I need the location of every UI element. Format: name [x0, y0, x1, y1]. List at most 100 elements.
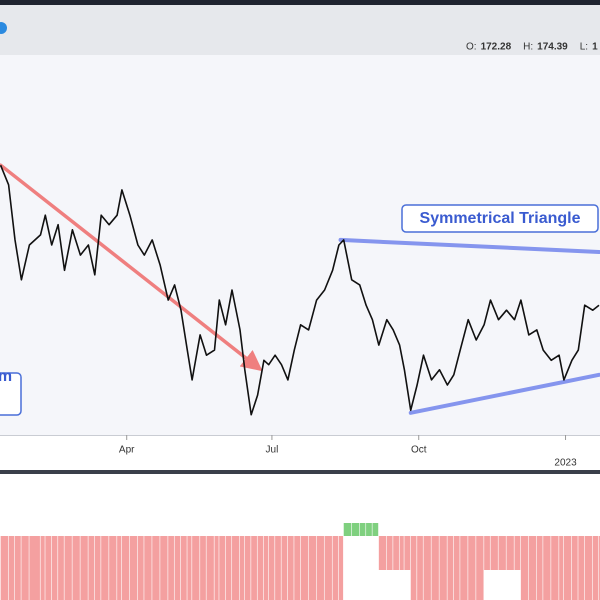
histogram-bar [366, 523, 372, 536]
histogram-bar [101, 536, 109, 600]
histogram-bar [378, 536, 387, 570]
ohlc-label: H: [523, 42, 533, 53]
histogram-bar [168, 536, 174, 600]
histogram-bar [0, 536, 9, 600]
histogram-bar [372, 523, 379, 536]
histogram-bar [584, 536, 593, 600]
histogram-bar [393, 536, 399, 570]
histogram-bar [45, 536, 52, 600]
annotation-text: Symmetrical Triangle [420, 210, 581, 227]
x-tick-label: 2023 [554, 458, 577, 469]
histogram-bar [109, 536, 117, 600]
histogram-bar [563, 536, 572, 600]
histogram-bar [15, 536, 21, 600]
histogram-bar [219, 536, 226, 600]
histogram-bar [332, 536, 339, 600]
trendline [408, 372, 600, 415]
annotation-box [0, 372, 22, 416]
histogram-bar [51, 536, 58, 600]
trendline [338, 237, 600, 254]
histogram-bar [324, 536, 332, 600]
plot-area [0, 55, 600, 435]
histogram-bar [232, 536, 240, 600]
histogram-bar [257, 536, 264, 600]
histogram-bar [251, 536, 257, 600]
histogram-bar [423, 536, 431, 600]
histogram-bar [144, 536, 152, 600]
separator [0, 470, 600, 474]
histogram-bar [263, 536, 269, 600]
histogram-bar [40, 536, 45, 600]
histogram-bar [275, 536, 281, 600]
histogram-bar [351, 523, 360, 536]
histogram-bar [225, 536, 232, 600]
ohlc-label: L: [580, 42, 588, 53]
histogram-bar [137, 536, 144, 600]
histogram-bar [498, 536, 506, 570]
histogram-bar [29, 536, 40, 600]
histogram-bar [174, 536, 181, 600]
histogram-bar [244, 536, 251, 600]
histogram-bar [431, 536, 439, 600]
histogram-bar [121, 536, 130, 600]
histogram-bar [316, 536, 324, 600]
histogram-bar [294, 536, 301, 600]
histogram-bar [399, 536, 404, 570]
histogram-bar [72, 536, 80, 600]
histogram-bar [152, 536, 160, 600]
histogram-bar [468, 536, 476, 600]
histogram-bar [592, 536, 599, 600]
histogram-bar [88, 536, 95, 600]
histogram-bar [160, 536, 168, 600]
histogram-bar [117, 536, 122, 600]
histogram-bar [571, 536, 578, 600]
histogram-bar [129, 536, 138, 600]
histogram-bar [439, 536, 447, 600]
histogram-bar [476, 536, 484, 600]
histogram-bar [551, 536, 559, 600]
histogram-bar [528, 536, 537, 600]
histogram-bar [287, 536, 294, 600]
histogram-bar [268, 536, 275, 600]
header [0, 5, 600, 55]
histogram-bar [559, 536, 564, 600]
histogram-bar [187, 536, 192, 600]
histogram-bar [514, 536, 521, 570]
histogram-bar [460, 536, 468, 600]
histogram-bar [417, 536, 423, 600]
histogram-bar [200, 536, 206, 600]
icon[interactable] [0, 22, 7, 34]
ohlc-value: 1 [592, 42, 598, 53]
histogram-bar [536, 536, 543, 600]
histogram-bar [21, 536, 29, 600]
x-tick-label: Apr [119, 445, 135, 456]
histogram-bar [410, 536, 417, 600]
annotation-text: m [0, 368, 12, 385]
annotation-box [401, 204, 599, 233]
histogram-bar [300, 536, 309, 600]
histogram-bar [338, 536, 344, 600]
histogram-bar [520, 536, 529, 600]
ohlc-value: 172.28 [481, 42, 512, 53]
histogram-bar [506, 536, 514, 570]
histogram-bar [447, 536, 454, 600]
histogram-bar [386, 536, 393, 570]
histogram-bar [240, 536, 245, 600]
histogram-bar [64, 536, 72, 600]
histogram-bar [94, 536, 101, 600]
histogram-bar [180, 536, 187, 600]
histogram-bar [404, 536, 411, 570]
histogram-bar [359, 523, 366, 536]
histogram-bar [484, 536, 490, 570]
x-tick-label: Oct [411, 445, 427, 456]
histogram-bar [281, 536, 288, 600]
x-tick-label: Jul [266, 445, 279, 456]
histogram-bar [578, 536, 585, 600]
price-line [0, 164, 600, 416]
histogram-bar [80, 536, 88, 600]
histogram-bar [308, 536, 316, 600]
histogram-bar [490, 536, 498, 570]
histogram-bar [8, 536, 15, 600]
